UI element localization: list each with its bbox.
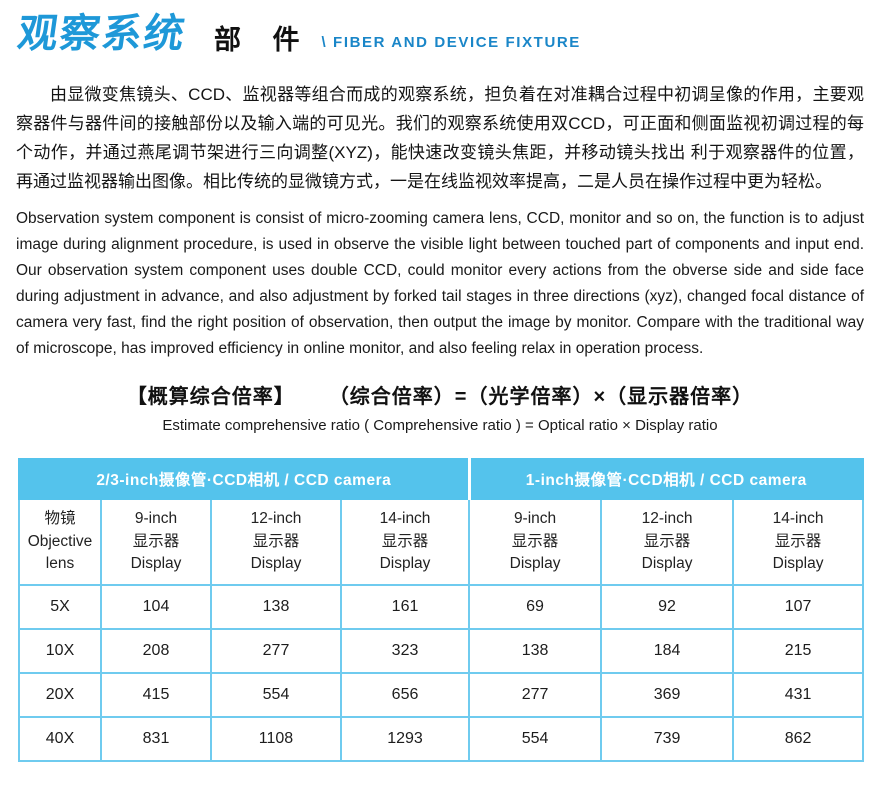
- value-cell: 215: [732, 628, 865, 674]
- value-cell: 1108: [210, 716, 342, 762]
- formula-label: 【概算综合倍率】: [126, 386, 295, 408]
- value-cell: 369: [600, 672, 735, 718]
- intro-paragraph-english: Observation system component is consist …: [16, 210, 864, 357]
- value-cell: 431: [732, 672, 865, 718]
- table-row: 5X 104 138 161 69 92 107: [18, 584, 865, 630]
- value-cell: 415: [100, 672, 212, 718]
- page-header: 观察系统 部 件 \ FIBER AND DEVICE FIXTURE: [14, 12, 864, 56]
- value-cell: 104: [100, 584, 212, 630]
- value-cell: 277: [468, 672, 603, 718]
- value-cell: 277: [210, 628, 342, 674]
- value-cell: 92: [600, 584, 735, 630]
- objective-lens-cell: 40X: [18, 716, 102, 762]
- objective-lens-cell: 20X: [18, 672, 102, 718]
- table-row: 10X 208 277 323 138 184 215: [18, 628, 865, 674]
- page-subtitle: \ FIBER AND DEVICE FIXTURE: [321, 34, 581, 51]
- formula-line-english: Estimate comprehensive ratio ( Comprehen…: [162, 417, 718, 434]
- magnification-table: 2/3-inch摄像管·CCD相机 / CCD camera 1-inch摄像管…: [17, 458, 865, 762]
- objective-lens-cell: 10X: [18, 628, 102, 674]
- column-header-12-inch-display: 12-inch 显示器 Display: [600, 498, 735, 586]
- page-title: 观察系统: [14, 12, 190, 56]
- value-cell: 107: [732, 584, 865, 630]
- formula-expression: （综合倍率）=（光学倍率）×（显示器倍率）: [328, 386, 754, 408]
- value-cell: 208: [100, 628, 212, 674]
- value-cell: 138: [210, 584, 342, 630]
- intro-paragraph-chinese: 由显微变焦镜头、CCD、监视器等组合而成的观察系统，担负着在对准耦合过程中初调呈…: [16, 85, 864, 191]
- column-header-12-inch-display: 12-inch 显示器 Display: [210, 498, 342, 586]
- value-cell: 831: [100, 716, 212, 762]
- value-cell: 323: [339, 628, 471, 674]
- formula-line: 【概算综合倍率】 （综合倍率）=（光学倍率）×（显示器倍率）: [16, 380, 864, 409]
- column-header-14-inch-display: 14-inch 显示器 Display: [732, 498, 865, 586]
- value-cell: 1293: [339, 716, 471, 762]
- value-cell: 161: [339, 584, 471, 630]
- value-cell: 656: [339, 672, 471, 718]
- group-header-1-inch: 1-inch摄像管·CCD相机 / CCD camera: [468, 458, 865, 500]
- table-column-header-row: 物镜 Objective lens 9-inch 显示器 Display 12-…: [18, 498, 865, 586]
- value-cell: 138: [468, 628, 603, 674]
- column-header-14-inch-display: 14-inch 显示器 Display: [339, 498, 471, 586]
- page-title-part: 部 件: [214, 24, 312, 55]
- table-row: 40X 831 1108 1293 554 739 862: [18, 716, 865, 762]
- objective-lens-cell: 5X: [18, 584, 102, 630]
- column-header-objective-lens: 物镜 Objective lens: [18, 498, 102, 586]
- group-header-2-3-inch: 2/3-inch摄像管·CCD相机 / CCD camera: [17, 458, 471, 500]
- value-cell: 862: [732, 716, 865, 762]
- value-cell: 184: [600, 628, 735, 674]
- value-cell: 69: [468, 584, 603, 630]
- column-header-9-inch-display: 9-inch 显示器 Display: [468, 498, 603, 586]
- column-header-9-inch-display: 9-inch 显示器 Display: [100, 498, 212, 586]
- table-row: 20X 415 554 656 277 369 431: [18, 672, 865, 718]
- value-cell: 739: [600, 716, 735, 762]
- value-cell: 554: [468, 716, 603, 762]
- catalog-page: 观察系统 部 件 \ FIBER AND DEVICE FIXTURE 由显微变…: [14, 12, 865, 762]
- value-cell: 554: [210, 672, 342, 718]
- table-group-header-row: 2/3-inch摄像管·CCD相机 / CCD camera 1-inch摄像管…: [17, 458, 865, 500]
